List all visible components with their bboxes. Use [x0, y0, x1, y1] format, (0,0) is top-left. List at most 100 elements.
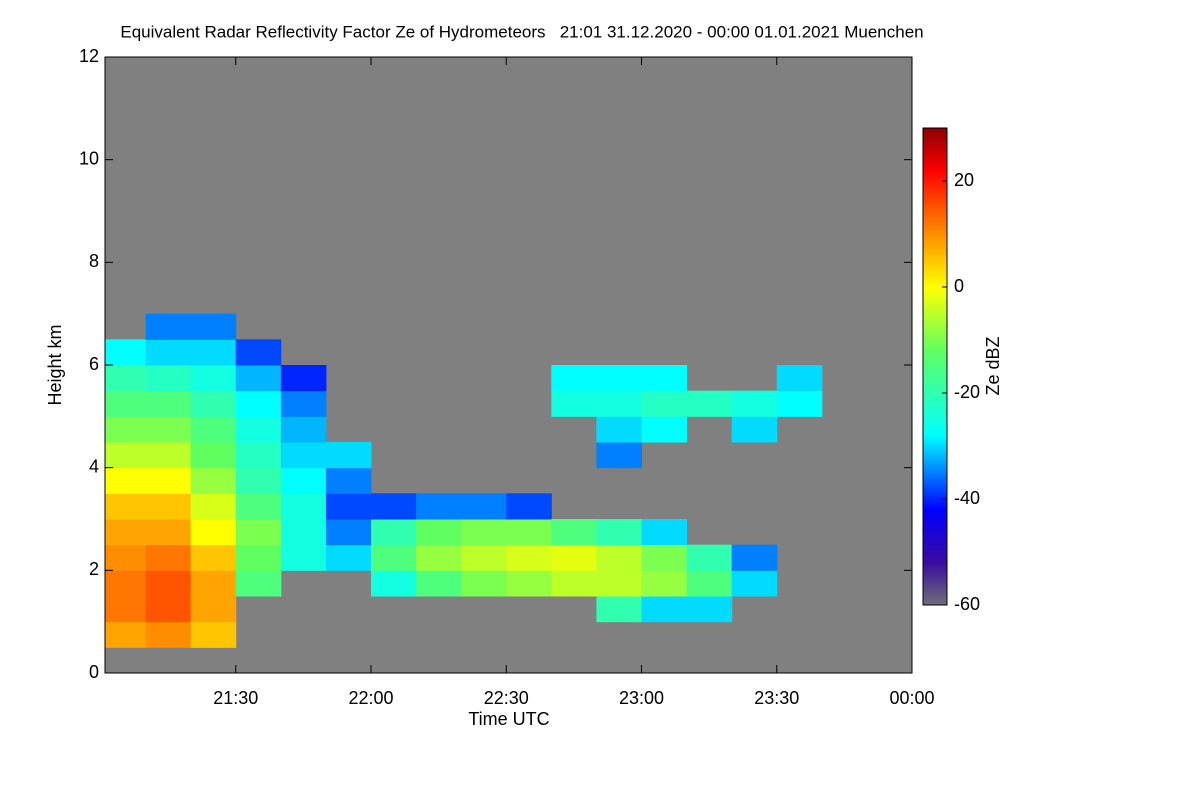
heat-cell	[105, 621, 147, 648]
heat-cell	[280, 493, 327, 520]
heat-cell	[596, 596, 642, 623]
heat-cell	[776, 365, 823, 392]
heat-cell	[105, 467, 147, 494]
x-tick-label: 23:00	[619, 688, 664, 708]
heat-cell	[686, 570, 733, 597]
y-tick-label: 0	[89, 662, 99, 682]
chart-title: Equivalent Radar Reflectivity Factor Ze …	[120, 22, 923, 41]
heat-cell	[551, 544, 597, 571]
heat-cell	[551, 390, 597, 417]
heat-cell	[105, 519, 147, 546]
heat-cell	[145, 365, 192, 392]
heat-cell	[280, 365, 327, 392]
heat-cell	[190, 519, 237, 546]
x-tick-label: 00:00	[889, 688, 934, 708]
x-tick-label: 22:00	[348, 688, 393, 708]
heat-cell	[461, 493, 507, 520]
y-tick-label: 12	[79, 46, 99, 66]
heat-cell	[416, 519, 462, 546]
heat-cell	[506, 493, 552, 520]
heat-cell	[280, 390, 327, 417]
heat-cell	[105, 442, 147, 469]
heat-cell	[551, 365, 597, 392]
heat-cell	[190, 621, 237, 648]
heat-cell	[190, 442, 237, 469]
y-tick-label: 8	[89, 251, 99, 271]
heat-cell	[370, 519, 417, 546]
heat-cell	[105, 339, 147, 366]
heat-cell	[235, 365, 282, 392]
heat-cell	[235, 467, 282, 494]
heat-cell	[105, 390, 147, 417]
colorbar	[922, 127, 948, 606]
heat-cell	[105, 544, 147, 571]
heat-cell	[235, 570, 282, 597]
heat-cell	[506, 570, 552, 597]
heat-cell	[190, 390, 237, 417]
heat-cell	[235, 416, 282, 443]
heat-cell	[145, 570, 192, 597]
heat-cell	[280, 442, 327, 469]
y-tick-label: 6	[89, 354, 99, 374]
heat-cell	[145, 621, 192, 648]
heat-cell	[325, 493, 372, 520]
heat-cell	[190, 416, 237, 443]
heat-cell	[105, 416, 147, 443]
heat-cell	[461, 544, 507, 571]
heat-cell	[641, 519, 688, 546]
heat-cell	[145, 544, 192, 571]
heat-cell	[776, 390, 823, 417]
heat-cell	[190, 596, 237, 623]
heat-cell	[105, 570, 147, 597]
heat-cell	[325, 544, 372, 571]
heat-cell	[190, 467, 237, 494]
heat-cell	[416, 544, 462, 571]
heat-cell	[596, 365, 642, 392]
heat-cell	[596, 416, 642, 443]
heat-cell	[416, 570, 462, 597]
heat-cell	[641, 390, 688, 417]
heat-cell	[105, 365, 147, 392]
heat-cell	[145, 493, 192, 520]
heat-cell	[686, 390, 733, 417]
heat-cell	[596, 390, 642, 417]
heat-cell	[190, 570, 237, 597]
heat-cell	[235, 442, 282, 469]
heat-cell	[190, 544, 237, 571]
y-tick-label: 10	[79, 148, 99, 168]
heat-cell	[145, 313, 192, 340]
heat-cell	[506, 544, 552, 571]
colorbar-label: Ze dBZ	[983, 336, 1003, 395]
heat-cell	[686, 544, 733, 571]
heat-cell	[325, 467, 372, 494]
heat-cell	[370, 570, 417, 597]
heat-cell	[280, 416, 327, 443]
heat-cell	[235, 544, 282, 571]
heat-cell	[641, 570, 688, 597]
heat-cell	[235, 493, 282, 520]
heat-cell	[280, 544, 327, 571]
heat-cell	[731, 544, 778, 571]
heat-cell	[641, 544, 688, 571]
heat-cell	[105, 493, 147, 520]
heat-cell	[190, 339, 237, 366]
heat-cell	[235, 519, 282, 546]
heat-cell	[325, 442, 372, 469]
heat-cell	[596, 570, 642, 597]
heat-cell	[235, 390, 282, 417]
heat-cell	[551, 519, 597, 546]
heat-cell	[506, 519, 552, 546]
heat-cell	[190, 365, 237, 392]
y-tick-label: 4	[89, 456, 99, 476]
colorbar-tick-label: -60	[954, 594, 980, 614]
heat-cell	[280, 467, 327, 494]
heat-cell	[145, 467, 192, 494]
colorbar-tick-label: -20	[954, 382, 980, 402]
heat-cell	[145, 442, 192, 469]
x-tick-label: 23:30	[754, 688, 799, 708]
heat-cell	[461, 570, 507, 597]
heat-cell	[596, 519, 642, 546]
heat-cell	[325, 519, 372, 546]
heat-cell	[461, 519, 507, 546]
heat-cell	[641, 416, 688, 443]
